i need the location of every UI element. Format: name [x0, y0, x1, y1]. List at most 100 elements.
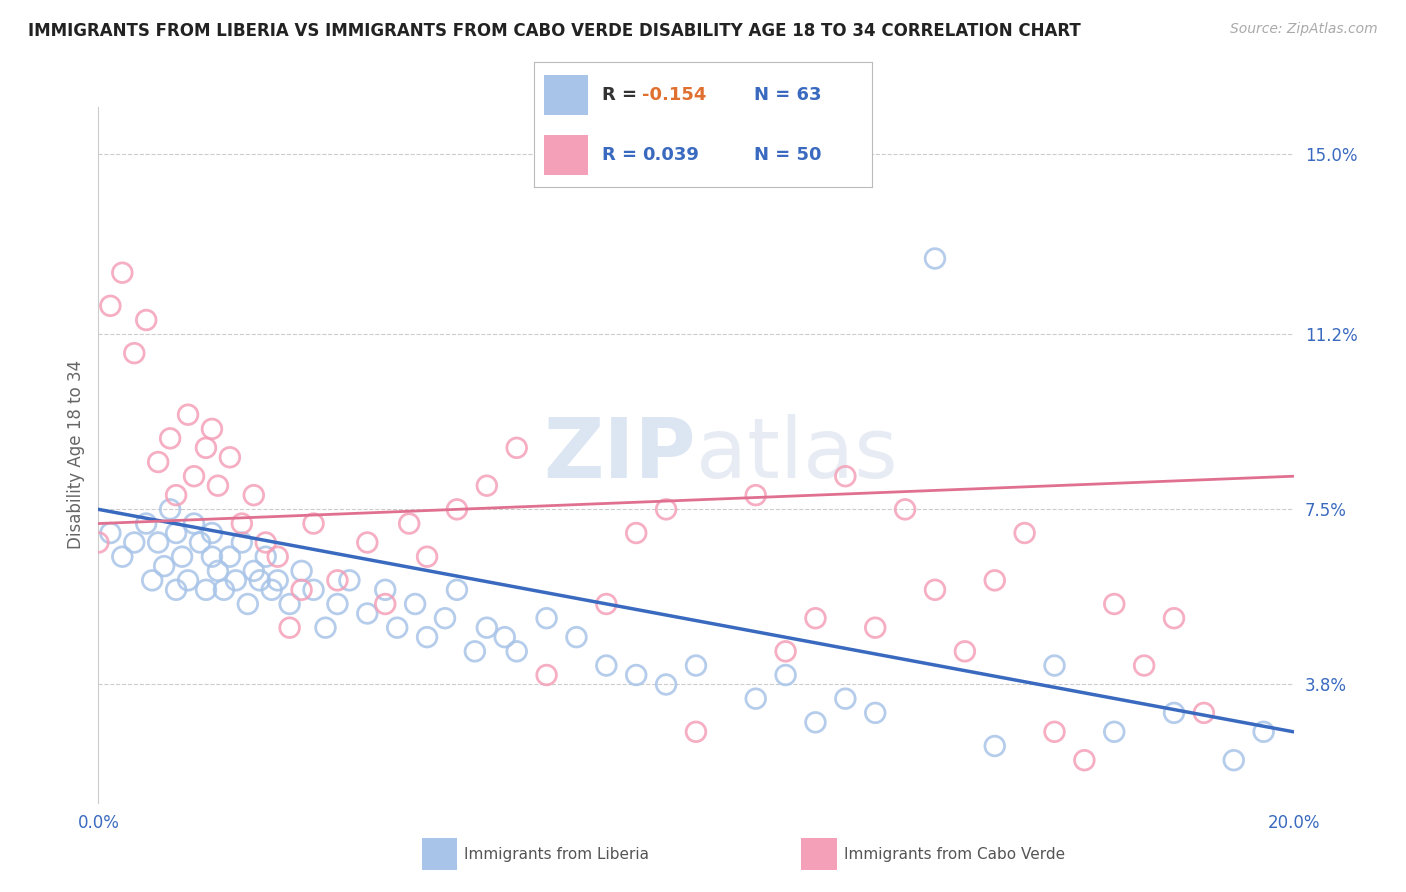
Text: ZIP: ZIP — [544, 415, 696, 495]
Text: Source: ZipAtlas.com: Source: ZipAtlas.com — [1230, 22, 1378, 37]
Point — [111, 549, 134, 564]
Point — [865, 706, 887, 720]
Point — [804, 611, 827, 625]
Point — [1163, 706, 1185, 720]
Point — [267, 549, 290, 564]
Text: R =: R = — [602, 86, 643, 103]
Point — [124, 535, 146, 549]
Point — [595, 658, 617, 673]
Point — [834, 691, 856, 706]
Point — [194, 582, 218, 597]
Point — [111, 266, 134, 280]
Point — [434, 611, 457, 625]
Point — [249, 574, 271, 588]
Point — [1104, 597, 1126, 611]
Point — [124, 346, 146, 360]
Point — [141, 574, 163, 588]
Point — [243, 564, 266, 578]
Point — [165, 526, 187, 541]
Point — [745, 691, 768, 706]
Point — [201, 549, 224, 564]
Point — [87, 535, 110, 549]
Point — [464, 644, 486, 658]
Point — [219, 549, 242, 564]
Point — [148, 535, 170, 549]
Point — [183, 469, 205, 483]
Point — [416, 630, 439, 644]
Point — [356, 535, 378, 549]
Text: Immigrants from Liberia: Immigrants from Liberia — [464, 847, 650, 862]
Point — [924, 582, 946, 597]
Point — [1043, 724, 1066, 739]
Point — [260, 582, 283, 597]
Point — [315, 621, 337, 635]
Text: 0.039: 0.039 — [643, 146, 699, 164]
Point — [416, 549, 439, 564]
Point — [153, 559, 176, 574]
Point — [278, 597, 301, 611]
Point — [267, 574, 290, 588]
Point — [326, 574, 349, 588]
Point — [135, 313, 157, 327]
Point — [290, 582, 312, 597]
Point — [177, 408, 200, 422]
Point — [135, 516, 157, 531]
Point — [207, 478, 229, 492]
Point — [565, 630, 588, 644]
Point — [207, 564, 229, 578]
Point — [326, 597, 349, 611]
Point — [595, 597, 617, 611]
Point — [655, 502, 678, 516]
Point — [1043, 658, 1066, 673]
Point — [953, 644, 976, 658]
Point — [374, 582, 396, 597]
Point — [655, 677, 678, 691]
Point — [894, 502, 917, 516]
Point — [506, 644, 529, 658]
Point — [404, 597, 426, 611]
Point — [1223, 753, 1246, 767]
Point — [243, 488, 266, 502]
Point — [983, 739, 1005, 753]
Point — [98, 526, 122, 541]
Point — [98, 299, 122, 313]
Point — [775, 668, 797, 682]
Point — [212, 582, 235, 597]
Point — [685, 658, 707, 673]
Point — [165, 488, 187, 502]
Point — [194, 441, 218, 455]
Point — [745, 488, 768, 502]
Point — [624, 526, 647, 541]
Point — [254, 535, 277, 549]
Point — [385, 621, 409, 635]
Point — [219, 450, 242, 465]
FancyBboxPatch shape — [544, 135, 588, 175]
Point — [302, 516, 325, 531]
Point — [254, 549, 277, 564]
Point — [290, 564, 312, 578]
Point — [685, 724, 707, 739]
Point — [278, 621, 301, 635]
Point — [374, 597, 396, 611]
Point — [302, 582, 325, 597]
Y-axis label: Disability Age 18 to 34: Disability Age 18 to 34 — [66, 360, 84, 549]
Point — [165, 582, 187, 597]
Point — [865, 621, 887, 635]
Point — [446, 502, 468, 516]
Point — [506, 441, 529, 455]
Point — [231, 516, 253, 531]
Point — [231, 535, 253, 549]
Point — [834, 469, 856, 483]
Point — [172, 549, 194, 564]
Text: atlas: atlas — [696, 415, 897, 495]
Point — [183, 516, 205, 531]
Point — [398, 516, 420, 531]
Point — [536, 668, 558, 682]
Point — [236, 597, 259, 611]
Point — [624, 668, 647, 682]
Point — [201, 422, 224, 436]
Point — [225, 574, 247, 588]
Point — [1014, 526, 1036, 541]
Point — [1104, 724, 1126, 739]
Text: N = 50: N = 50 — [754, 146, 821, 164]
